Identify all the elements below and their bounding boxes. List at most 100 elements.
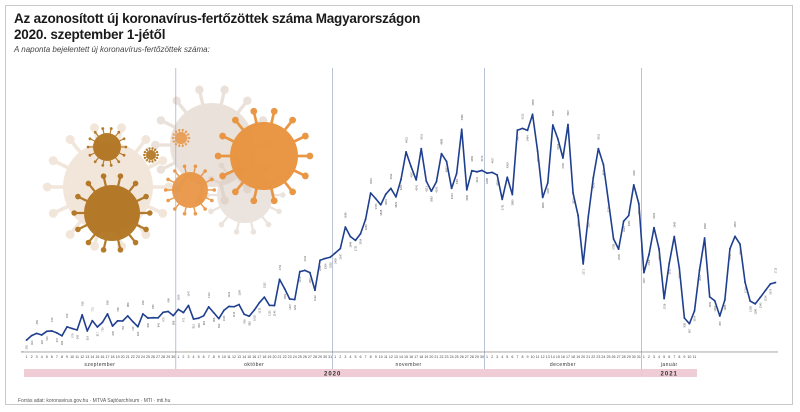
data-label: 4475 xyxy=(480,155,484,161)
x-tick-label: 18 xyxy=(262,355,266,359)
virus-illustration-brown xyxy=(86,127,128,167)
data-point xyxy=(25,339,28,342)
data-point xyxy=(339,247,342,250)
data-label: 882 xyxy=(247,321,251,326)
data-point xyxy=(177,308,180,311)
data-point xyxy=(395,195,397,198)
year-band xyxy=(24,369,642,377)
data-point xyxy=(708,295,711,298)
source-footer: Forrás adat: koronavirus.gov.hu · MTVA S… xyxy=(18,398,171,404)
data-label: 3780 xyxy=(374,203,378,209)
data-point xyxy=(562,157,564,159)
data-point xyxy=(617,248,620,251)
data-point xyxy=(597,147,600,150)
x-tick-label: 19 xyxy=(424,355,428,359)
data-point xyxy=(334,252,337,254)
x-tick-label: 6 xyxy=(360,355,362,359)
x-tick-label: 22 xyxy=(283,355,287,359)
data-label: 1307 xyxy=(288,303,292,309)
data-label: 3823 xyxy=(394,201,398,207)
data-label: 968 xyxy=(212,317,216,322)
data-point xyxy=(723,298,726,301)
x-tick-label: 30 xyxy=(171,355,175,359)
data-label: 5012 xyxy=(419,133,423,139)
data-point xyxy=(622,220,625,223)
x-tick-label: 21 xyxy=(278,355,282,359)
data-label: 292 xyxy=(25,345,29,350)
x-tick-label: 23 xyxy=(136,355,140,359)
data-point xyxy=(729,247,731,250)
year-label: 2020 xyxy=(324,372,341,378)
data-point xyxy=(233,305,235,308)
x-tick-label: 6 xyxy=(51,355,53,359)
x-tick-label: 19 xyxy=(576,355,580,359)
x-tick-label: 17 xyxy=(257,355,261,359)
data-label: 3963 xyxy=(430,196,434,202)
data-label: 938 xyxy=(141,300,145,305)
data-label: 1291 xyxy=(293,304,297,310)
data-label: 3654 xyxy=(637,208,641,214)
x-tick-label: 17 xyxy=(414,355,418,359)
data-label: 1514 xyxy=(764,295,768,301)
x-tick-label: 3 xyxy=(36,355,38,359)
data-label: 5012 xyxy=(597,133,601,139)
data-point xyxy=(632,184,635,186)
data-label: 1050 xyxy=(177,294,181,300)
data-point xyxy=(152,316,154,319)
data-point xyxy=(50,330,53,332)
x-tick-label: 11 xyxy=(227,355,231,359)
data-label: 1186 xyxy=(753,308,757,314)
data-point xyxy=(582,263,585,265)
data-point xyxy=(405,151,407,153)
data-point xyxy=(288,298,291,300)
data-label: 845 xyxy=(151,304,155,309)
x-tick-label: 10 xyxy=(379,355,383,359)
data-point xyxy=(197,317,200,320)
data-label: 2335 xyxy=(328,262,332,268)
data-label: 1145 xyxy=(273,310,277,316)
x-tick-label: 5 xyxy=(663,355,665,359)
x-tick-label: 13 xyxy=(394,355,398,359)
data-point xyxy=(536,150,539,153)
x-tick-label: 5 xyxy=(198,355,200,359)
data-point xyxy=(303,269,306,272)
x-tick-label: 19 xyxy=(116,355,120,359)
data-label: 5512 xyxy=(521,113,525,119)
x-tick-label: 10 xyxy=(222,355,226,359)
data-point xyxy=(106,313,109,315)
data-point xyxy=(739,243,741,246)
data-label: 4931 xyxy=(404,137,408,143)
data-label: 764 xyxy=(121,325,125,330)
data-label: 999 xyxy=(166,298,170,303)
data-point xyxy=(96,326,99,328)
data-point xyxy=(243,313,246,316)
x-tick-label: 13 xyxy=(237,355,241,359)
virus-illustration-orange xyxy=(163,164,217,216)
data-point xyxy=(673,235,676,238)
data-label: 730 xyxy=(101,327,105,332)
data-point xyxy=(81,313,84,316)
data-point xyxy=(76,329,79,331)
x-tick-label: 8 xyxy=(370,355,372,359)
x-tick-label: 9 xyxy=(66,355,68,359)
data-point xyxy=(592,176,595,179)
data-label: 812 xyxy=(192,324,196,329)
data-label: 519 xyxy=(50,317,54,322)
data-point xyxy=(344,226,347,228)
data-point xyxy=(147,317,149,319)
data-label: 749 xyxy=(131,326,135,331)
data-label: 579 xyxy=(70,333,74,338)
data-label: 2171 xyxy=(581,268,585,274)
data-label: 2535 xyxy=(617,254,621,260)
data-label: 1678 xyxy=(769,288,773,294)
data-label: 3996 xyxy=(465,194,469,200)
data-label: 1262 xyxy=(713,305,717,311)
virus-illustration-orange xyxy=(214,107,314,205)
x-tick-label: 1 xyxy=(334,355,336,359)
x-tick-label: 29 xyxy=(627,355,631,359)
year-band xyxy=(641,369,698,377)
x-tick-label: 7 xyxy=(56,355,58,359)
data-label: 5489 xyxy=(460,114,464,120)
data-label: 519 xyxy=(85,335,89,340)
x-tick-label: 12 xyxy=(389,355,393,359)
